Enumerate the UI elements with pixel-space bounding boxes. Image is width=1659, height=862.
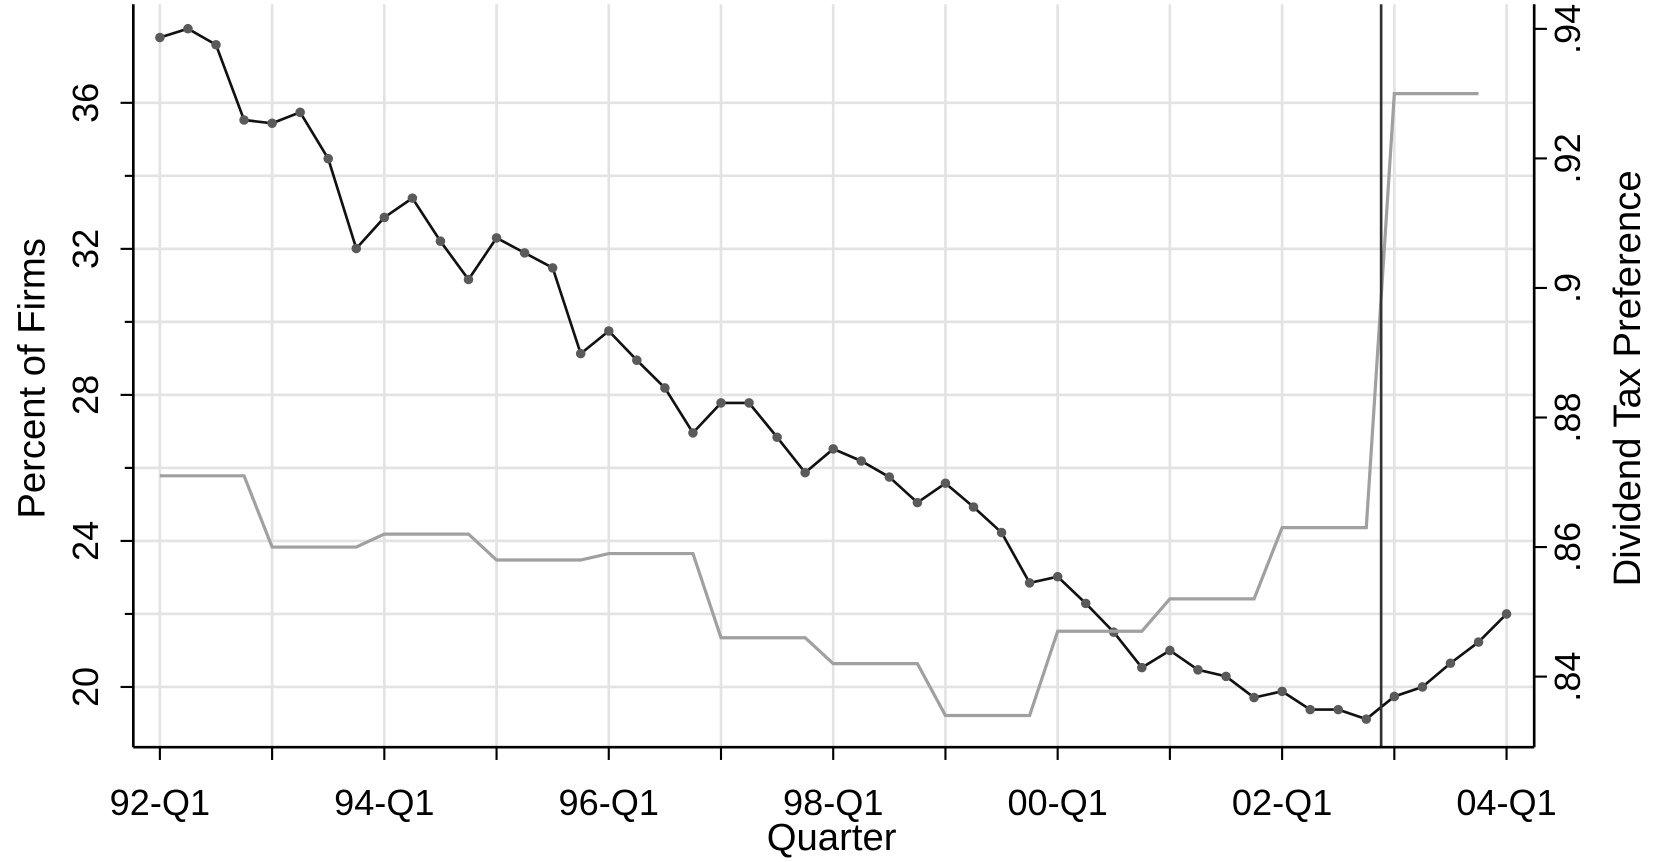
point (575, 348, 586, 359)
point (491, 233, 502, 243)
point (1361, 714, 1372, 724)
y2-axis-title: Dividend Tax Preference (1606, 170, 1649, 586)
point (716, 398, 726, 408)
point (688, 428, 698, 438)
y2-tick-label: .86 (1547, 522, 1588, 572)
point (968, 502, 979, 512)
point (1473, 637, 1484, 647)
x-tick-label: 98-Q1 (783, 782, 883, 823)
y2-tick-label: .88 (1547, 392, 1588, 442)
point (183, 23, 193, 34)
point (1080, 598, 1091, 609)
point (1501, 609, 1512, 619)
x-tick-label: 02-Q1 (1232, 782, 1332, 823)
point (1417, 682, 1428, 692)
point (772, 432, 782, 443)
x-tick-label: 96-Q1 (559, 782, 659, 823)
point (996, 527, 1007, 538)
point (1193, 665, 1203, 675)
point (1305, 704, 1315, 715)
point (912, 497, 923, 508)
point (828, 444, 839, 454)
point (323, 153, 333, 164)
point (407, 193, 418, 203)
y-tick-label: 28 (65, 375, 106, 415)
point (239, 115, 249, 125)
point (1165, 645, 1175, 656)
point (155, 32, 165, 43)
point (884, 472, 895, 482)
point (1333, 704, 1344, 715)
y-tick-label: 20 (65, 667, 106, 707)
point (211, 39, 221, 50)
point (940, 478, 951, 489)
y2-tick-label: .84 (1547, 651, 1588, 701)
x-tick-label: 04-Q1 (1456, 782, 1556, 823)
x-tick-label: 92-Q1 (110, 782, 210, 823)
point (632, 355, 642, 365)
point (1445, 658, 1456, 669)
point (603, 326, 614, 336)
y2-tick-label: .9 (1547, 273, 1588, 303)
point (856, 456, 867, 466)
point (1221, 671, 1231, 682)
point (1137, 662, 1147, 673)
y-tick-label: 24 (65, 521, 106, 561)
point (1389, 691, 1400, 702)
grid (133, 4, 1535, 748)
series-line (159, 92, 1479, 718)
point (295, 107, 305, 118)
x-tick-label: 00-Q1 (1007, 782, 1107, 823)
point (1052, 571, 1063, 582)
y2-tick-label: .94 (1547, 4, 1588, 54)
point (435, 236, 446, 246)
plot-area (155, 23, 1512, 724)
point (351, 243, 362, 254)
point (660, 383, 670, 393)
point (379, 212, 390, 223)
y2-tick-label: .92 (1547, 133, 1588, 183)
point (519, 248, 530, 258)
x-axis-title: Quarter (767, 816, 897, 859)
point (1277, 686, 1287, 697)
point (267, 118, 277, 129)
point (547, 263, 558, 273)
point (800, 467, 810, 478)
y-tick-label: 36 (65, 83, 106, 123)
y-tick-label: 32 (65, 229, 106, 269)
point (463, 274, 474, 285)
point (744, 398, 754, 408)
point (1024, 578, 1035, 588)
y-axis-title: Percent of Firms (11, 238, 54, 519)
x-tick-label: 94-Q1 (334, 782, 434, 823)
point (1249, 692, 1259, 703)
